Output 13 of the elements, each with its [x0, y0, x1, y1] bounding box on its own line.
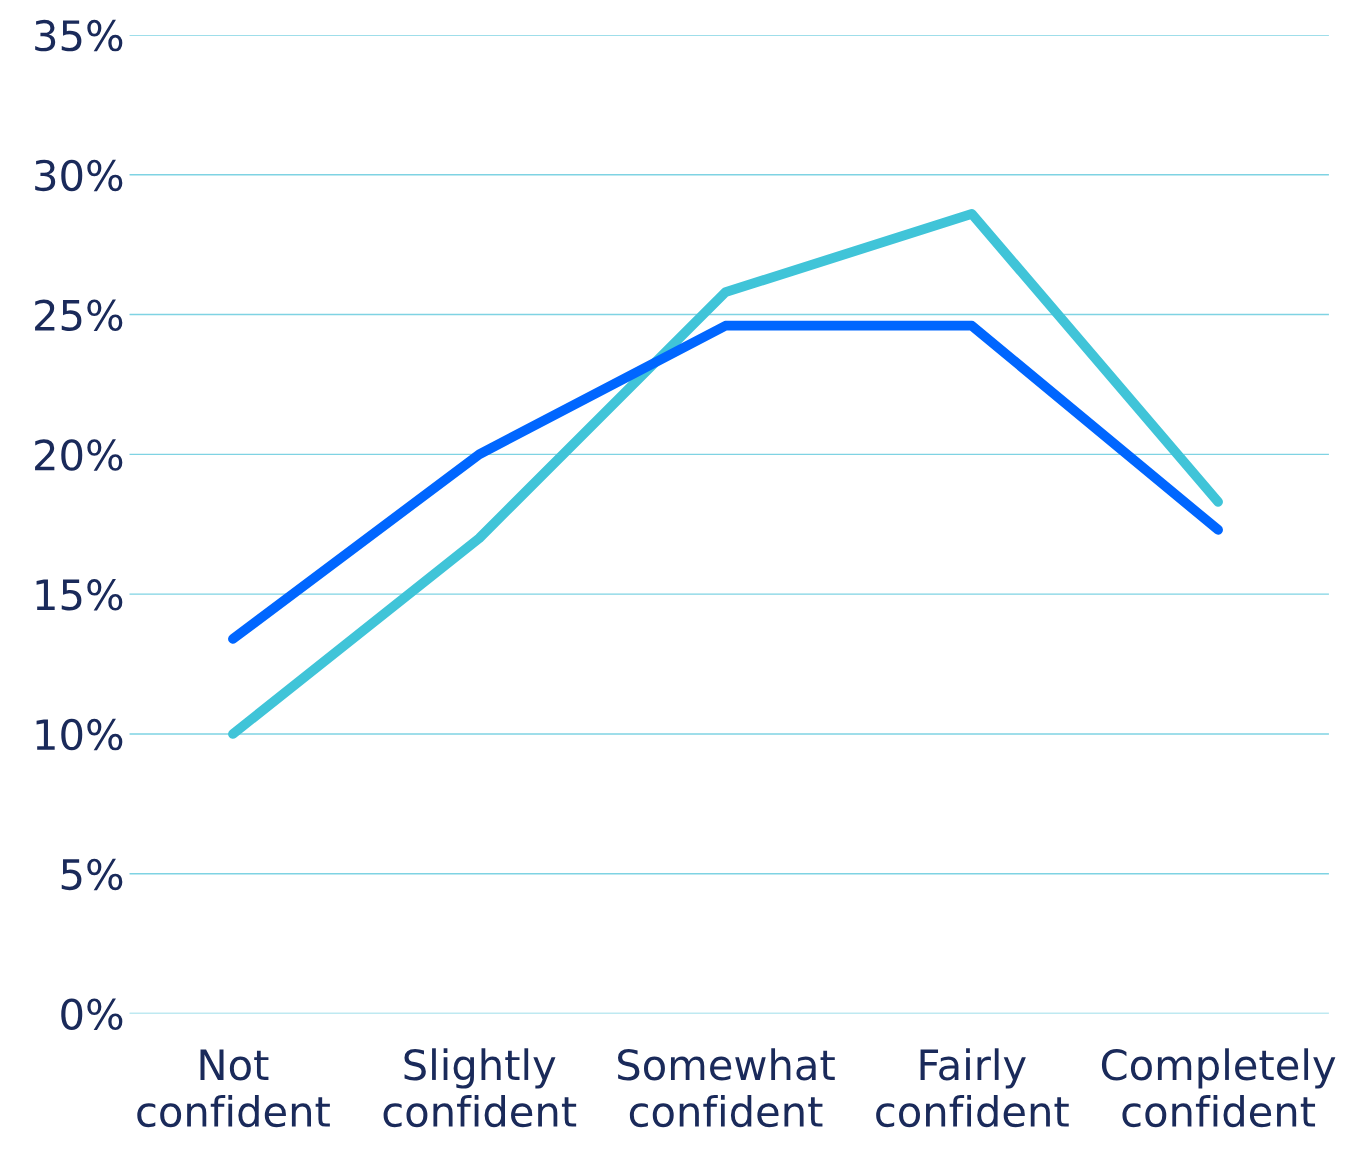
x-tick-label: Completely confident: [1101, 1048, 1336, 1128]
y-tick-label: 20%: [35, 439, 123, 471]
x-tick-label: Not confident: [137, 1049, 330, 1128]
y-tick-label: 25%: [35, 299, 123, 331]
y-tick-label: 10%: [36, 718, 123, 751]
x-tick-label: Slightly confident: [383, 1048, 577, 1128]
x-tick-label: Fairly confident: [876, 1048, 1069, 1128]
y-tick-label: 0%: [61, 998, 123, 1030]
y-tick-label: 15%: [36, 579, 123, 611]
x-tick-label: Somewhat confident: [618, 1048, 835, 1128]
y-tick-label: 30%: [35, 159, 123, 192]
y-tick-label: 35%: [35, 19, 123, 52]
y-tick-label: 5%: [61, 858, 123, 891]
